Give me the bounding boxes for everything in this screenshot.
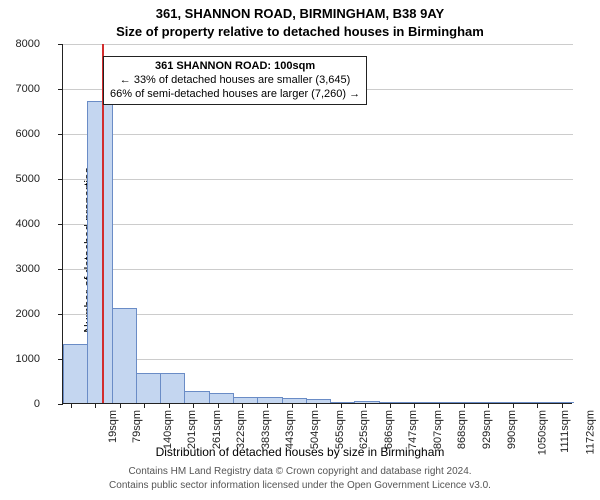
y-tick-label: 5000 [0,173,40,185]
x-tick-label: 19sqm [107,410,119,443]
x-tick [292,403,293,408]
y-tick-label: 1000 [0,353,40,365]
info-line-smaller: ← 33% of detached houses are smaller (3,… [110,74,360,88]
x-tick [71,403,72,408]
histogram-bar [184,391,209,403]
x-tick-label: 383sqm [260,410,272,449]
x-axis-label: Distribution of detached houses by size … [0,445,600,459]
gridline [63,179,573,180]
attribution-line2: Contains public sector information licen… [0,480,600,491]
histogram-bar [112,308,137,404]
histogram-bar [257,397,282,403]
property-size-histogram: 361, SHANNON ROAD, BIRMINGHAM, B38 9AY S… [0,0,600,500]
histogram-bar [160,373,185,403]
x-tick [95,403,96,408]
x-tick-label: 322sqm [235,410,247,449]
info-line-larger: 66% of semi-detached houses are larger (… [110,88,360,102]
x-tick [242,403,243,408]
x-tick-label: 625sqm [358,410,370,449]
chart-title-line1: 361, SHANNON ROAD, BIRMINGHAM, B38 9AY [0,6,600,21]
histogram-bar [87,101,112,404]
x-tick-label: 807sqm [432,410,444,449]
y-tick-label: 8000 [0,38,40,50]
histogram-bar [306,399,331,403]
histogram-bar [233,397,258,403]
y-tick-label: 6000 [0,128,40,140]
y-tick-label: 2000 [0,308,40,320]
histogram-bar [549,402,574,403]
x-tick-label: 79sqm [131,410,143,443]
attribution-line1: Contains HM Land Registry data © Crown c… [0,466,600,477]
x-tick-label: 140sqm [162,410,174,449]
gridline [63,224,573,225]
x-tick [488,403,489,408]
y-tick-label: 0 [0,398,40,410]
gridline [63,314,573,315]
x-tick [365,403,366,408]
x-tick [193,403,194,408]
x-tick [120,403,121,408]
histogram-bar [403,402,428,403]
histogram-bar [476,402,501,403]
x-tick [341,403,342,408]
x-tick-label: 686sqm [383,410,395,449]
chart-title-line2: Size of property relative to detached ho… [0,24,600,39]
gridline [63,359,573,360]
y-tick [58,404,63,405]
x-tick-label: 868sqm [456,410,468,449]
histogram-bar [330,402,355,403]
histogram-bar [452,402,477,403]
histogram-bar [427,402,452,403]
histogram-bar [136,373,161,403]
gridline [63,134,573,135]
x-tick [439,403,440,408]
gridline [63,44,573,45]
x-tick [464,403,465,408]
histogram-bar [282,398,307,403]
gridline [63,269,573,270]
selected-property-info-box: 361 SHANNON ROAD: 100sqm ← 33% of detach… [103,56,367,105]
x-tick-label: 747sqm [407,410,419,449]
x-tick [218,403,219,408]
histogram-bar [500,402,525,403]
y-tick-label: 4000 [0,218,40,230]
x-tick [537,403,538,408]
y-tick-label: 3000 [0,263,40,275]
histogram-bar [524,402,549,403]
x-tick [316,403,317,408]
histogram-bar [63,344,88,404]
x-tick [169,403,170,408]
x-tick [562,403,563,408]
info-line-property: 361 SHANNON ROAD: 100sqm [110,60,360,74]
x-tick-label: 261sqm [211,410,223,449]
x-tick-label: 504sqm [309,410,321,449]
histogram-bar [354,401,379,403]
x-tick-label: 990sqm [506,410,518,449]
y-tick-label: 7000 [0,83,40,95]
x-tick-label: 443sqm [284,410,296,449]
x-tick-label: 929sqm [481,410,493,449]
x-tick [513,403,514,408]
x-tick [390,403,391,408]
x-tick-label: 565sqm [334,410,346,449]
plot-area: 361 SHANNON ROAD: 100sqm ← 33% of detach… [62,44,572,404]
x-tick [414,403,415,408]
x-tick [267,403,268,408]
histogram-bar [209,393,234,403]
histogram-bar [379,402,404,403]
x-tick [144,403,145,408]
x-tick-label: 201sqm [186,410,198,449]
